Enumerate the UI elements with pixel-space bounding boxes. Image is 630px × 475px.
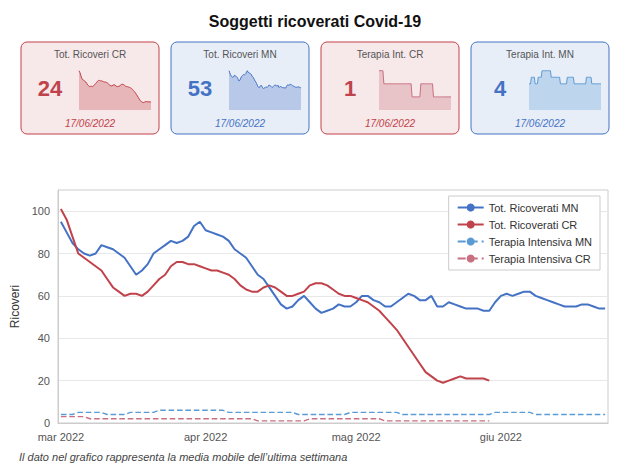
svg-text:Il dato nel grafico rappresent: Il dato nel grafico rappresenta la media… xyxy=(19,451,347,463)
svg-text:Tot. Ricoveri CR: Tot. Ricoveri CR xyxy=(54,49,126,60)
svg-text:Terapia Intensiva CR: Terapia Intensiva CR xyxy=(489,253,591,265)
svg-text:1: 1 xyxy=(344,76,356,101)
svg-text:Terapia Int. MN: Terapia Int. MN xyxy=(506,49,574,60)
svg-text:17/06/2022: 17/06/2022 xyxy=(65,118,115,129)
svg-text:Tot. Ricoverati MN: Tot. Ricoverati MN xyxy=(489,202,579,214)
svg-text:17/06/2022: 17/06/2022 xyxy=(365,118,415,129)
svg-text:giu 2022: giu 2022 xyxy=(480,431,522,443)
svg-text:80: 80 xyxy=(38,248,50,260)
svg-text:apr 2022: apr 2022 xyxy=(184,431,227,443)
svg-text:Terapia Intensiva MN: Terapia Intensiva MN xyxy=(489,236,592,248)
svg-text:60: 60 xyxy=(38,290,50,302)
svg-text:100: 100 xyxy=(32,205,50,217)
svg-text:17/06/2022: 17/06/2022 xyxy=(215,118,265,129)
svg-text:Soggetti ricoverati Covid-19: Soggetti ricoverati Covid-19 xyxy=(209,13,422,30)
svg-text:17/06/2022: 17/06/2022 xyxy=(515,118,565,129)
svg-text:0: 0 xyxy=(44,417,50,429)
svg-text:Tot. Ricoverati CR: Tot. Ricoverati CR xyxy=(489,219,578,231)
svg-text:53: 53 xyxy=(188,76,212,101)
svg-text:mag 2022: mag 2022 xyxy=(332,431,381,443)
svg-text:24: 24 xyxy=(38,76,63,101)
svg-text:4: 4 xyxy=(494,76,507,101)
svg-text:mar 2022: mar 2022 xyxy=(38,431,84,443)
svg-text:Terapia Int. CR: Terapia Int. CR xyxy=(357,49,424,60)
svg-text:Ricoveri: Ricoveri xyxy=(8,285,22,328)
svg-text:40: 40 xyxy=(38,332,50,344)
svg-text:20: 20 xyxy=(38,375,50,387)
svg-text:Tot. Ricoveri MN: Tot. Ricoveri MN xyxy=(203,49,276,60)
